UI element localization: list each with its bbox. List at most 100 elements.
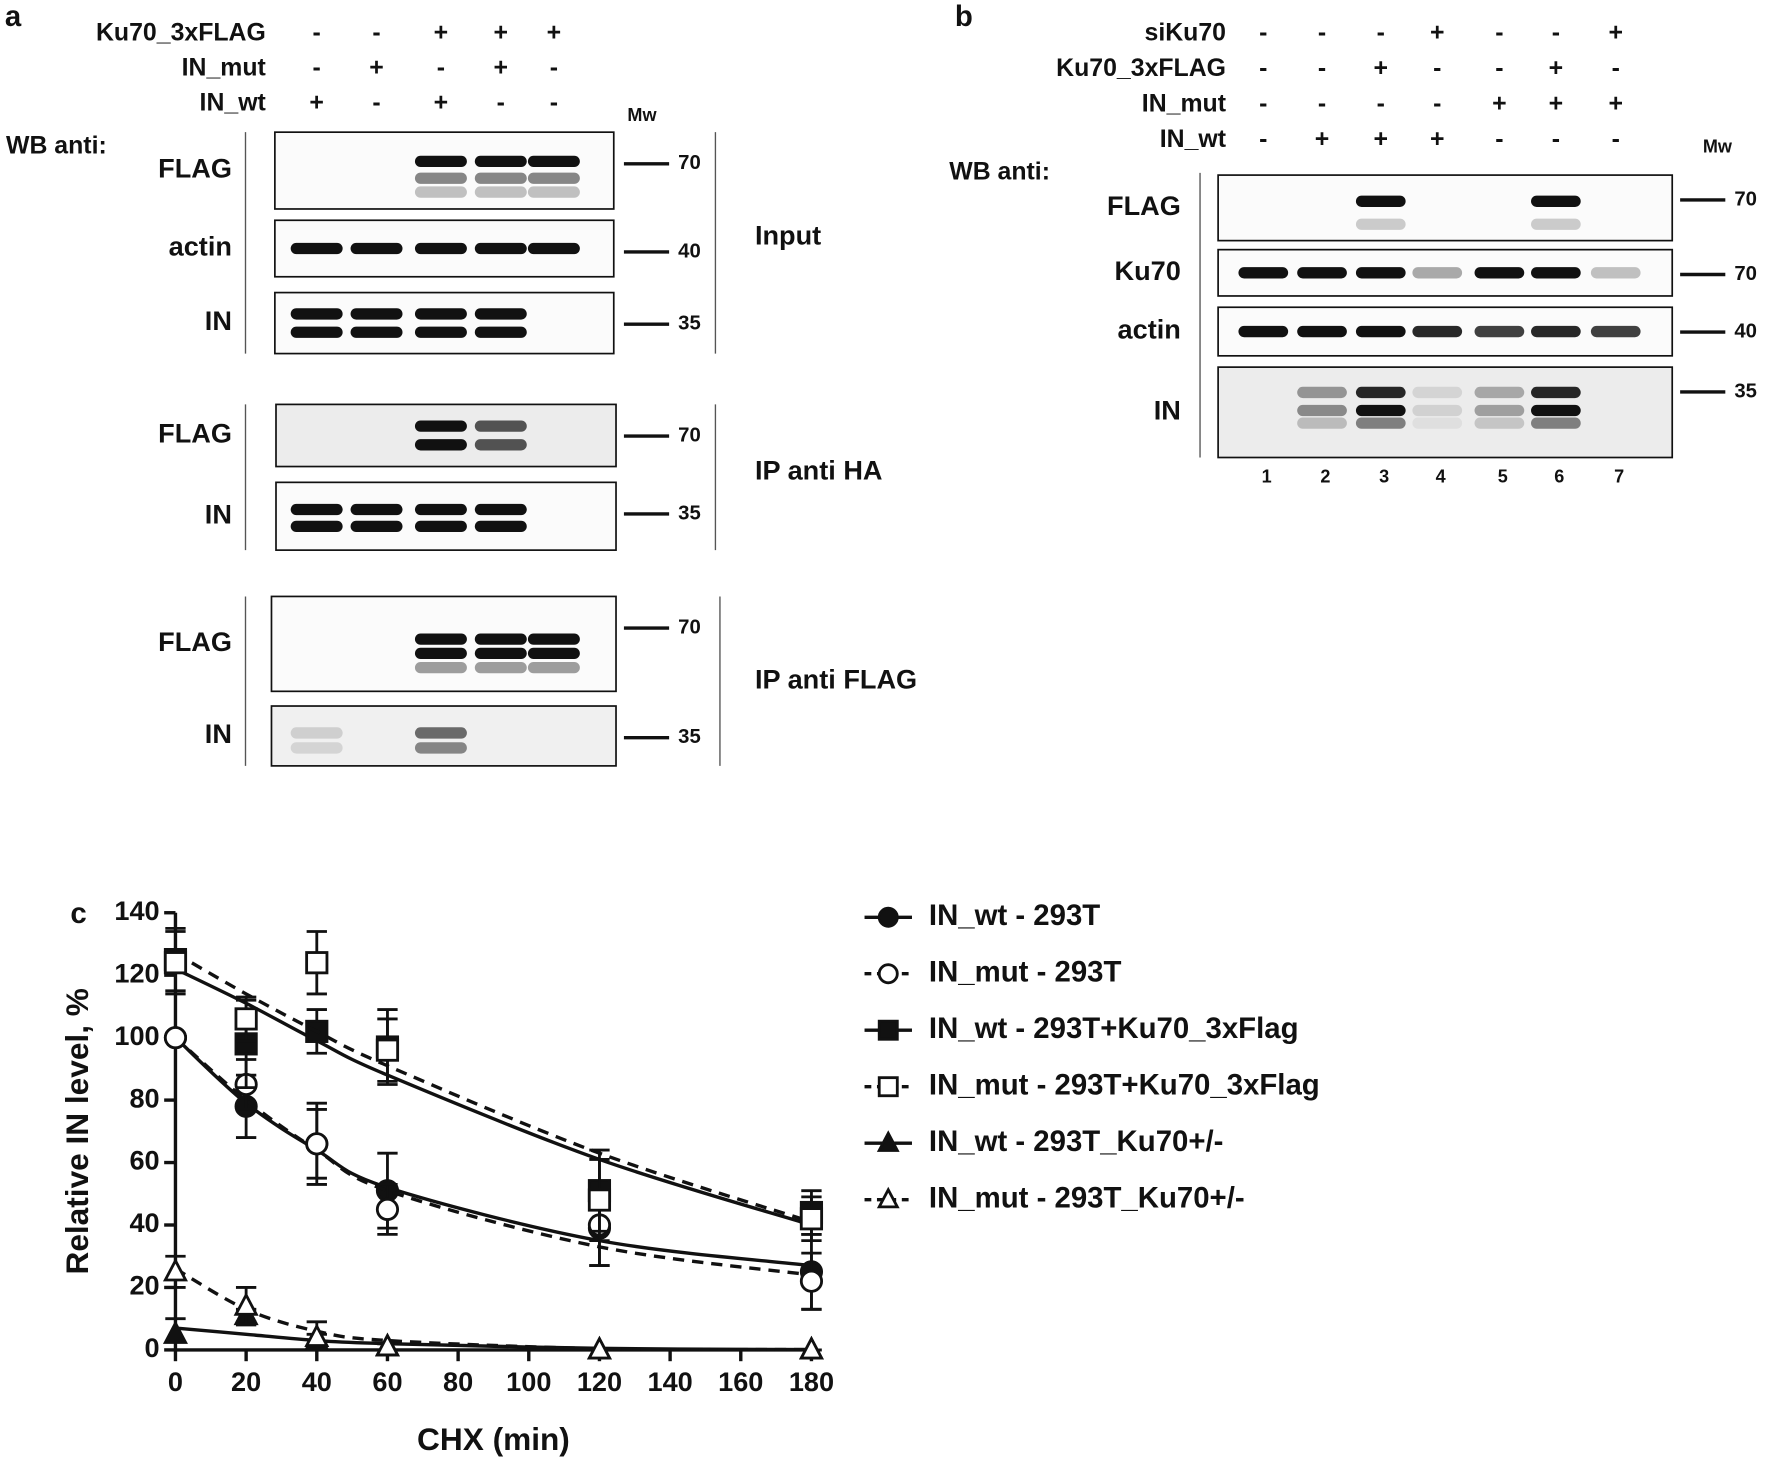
marker (876, 1186, 900, 1209)
band (474, 439, 527, 451)
lane-number: 4 (1436, 467, 1446, 487)
condition-sign: - (1259, 19, 1267, 46)
band (474, 172, 527, 184)
x-tick-label: 20 (231, 1366, 261, 1397)
condition-sign: - (1318, 19, 1326, 46)
antibody-label: Ku70 (1115, 255, 1181, 286)
condition-label: Ku70_3xFLAG (1056, 55, 1226, 82)
marker (587, 1188, 612, 1212)
band (414, 503, 467, 516)
antibody-label: IN (205, 305, 232, 336)
mw-label: 35 (678, 313, 701, 335)
band (290, 727, 343, 739)
condition-sign: + (1430, 126, 1445, 153)
band (474, 633, 527, 645)
band (350, 503, 403, 516)
condition-sign: - (1612, 126, 1620, 153)
blot-frame (274, 291, 615, 355)
antibody-label: IN (205, 498, 232, 529)
y-tick-label: 20 (129, 1270, 159, 1301)
band (474, 503, 527, 516)
legend-label: IN_mut - 293T+Ku70_3xFlag (929, 1068, 1320, 1101)
condition-sign: - (1495, 126, 1503, 153)
y-tick-label: 0 (145, 1332, 160, 1363)
x-tick-label: 180 (789, 1366, 834, 1397)
band (1531, 267, 1581, 279)
condition-sign: + (1430, 19, 1445, 46)
band (1355, 195, 1406, 207)
band (527, 186, 580, 198)
condition-sign: - (1318, 55, 1326, 82)
mw-label: 35 (678, 502, 701, 524)
band (414, 633, 467, 645)
marker (877, 1019, 899, 1041)
mw-label: 70 (1734, 188, 1757, 210)
band (290, 520, 343, 533)
marker (799, 1269, 824, 1293)
condition-sign: - (1433, 55, 1441, 82)
band (1355, 218, 1406, 230)
blot-frame (275, 481, 617, 551)
condition-sign: - (313, 54, 321, 81)
band (1474, 267, 1525, 279)
wb-label: WB anti: (6, 132, 107, 159)
antibody-label: FLAG (158, 626, 232, 657)
band (350, 308, 403, 320)
condition-sign: + (494, 54, 509, 81)
y-tick-label: 60 (129, 1145, 159, 1176)
mw-label: 35 (678, 726, 701, 748)
band (1531, 195, 1581, 207)
band (1412, 267, 1463, 279)
marker (375, 1038, 400, 1062)
marker (877, 906, 899, 928)
legend-label: IN_wt - 293T+Ku70_3xFlag (929, 1012, 1299, 1045)
condition-sign: - (1495, 19, 1503, 46)
mw-label: 40 (678, 240, 701, 262)
antibody-label: IN (205, 718, 232, 749)
lane-number: 2 (1320, 467, 1330, 487)
band (414, 326, 467, 338)
band (474, 661, 527, 674)
band (1412, 417, 1463, 429)
marker (305, 1132, 329, 1156)
mw-label: 70 (678, 424, 701, 446)
condition-label: siKu70 (1145, 19, 1226, 46)
condition-sign: + (1315, 126, 1330, 153)
condition-label: IN_mut (182, 54, 266, 81)
panel-label: b (955, 0, 973, 33)
band (350, 520, 403, 533)
x-tick-label: 100 (506, 1366, 551, 1397)
band (1531, 404, 1581, 417)
y-tick-label: 140 (114, 895, 159, 926)
y-tick-label: 40 (129, 1207, 159, 1238)
mw-header: Mw (1703, 137, 1733, 157)
band (1297, 404, 1347, 417)
condition-sign: - (372, 19, 380, 46)
condition-label: IN_wt (1160, 126, 1226, 153)
band (1355, 386, 1406, 399)
condition-sign: - (1259, 126, 1267, 153)
band (414, 155, 467, 168)
band (1474, 404, 1525, 417)
band (1355, 404, 1406, 417)
marker (162, 1257, 188, 1282)
x-tick-label: 140 (647, 1366, 692, 1397)
band (414, 172, 467, 184)
blot-frame (1217, 174, 1674, 242)
condition-sign: + (547, 19, 562, 46)
band (474, 647, 527, 660)
band (1531, 417, 1581, 429)
condition-sign: - (1318, 91, 1326, 118)
band (474, 326, 527, 338)
condition-sign: + (1374, 55, 1389, 82)
antibody-label: IN (1154, 394, 1181, 425)
band (527, 661, 580, 674)
condition-sign: + (369, 54, 384, 81)
band (1474, 386, 1525, 399)
condition-sign: - (1259, 91, 1267, 118)
band (1355, 325, 1406, 338)
condition-sign: + (434, 89, 449, 116)
condition-sign: - (1377, 91, 1385, 118)
